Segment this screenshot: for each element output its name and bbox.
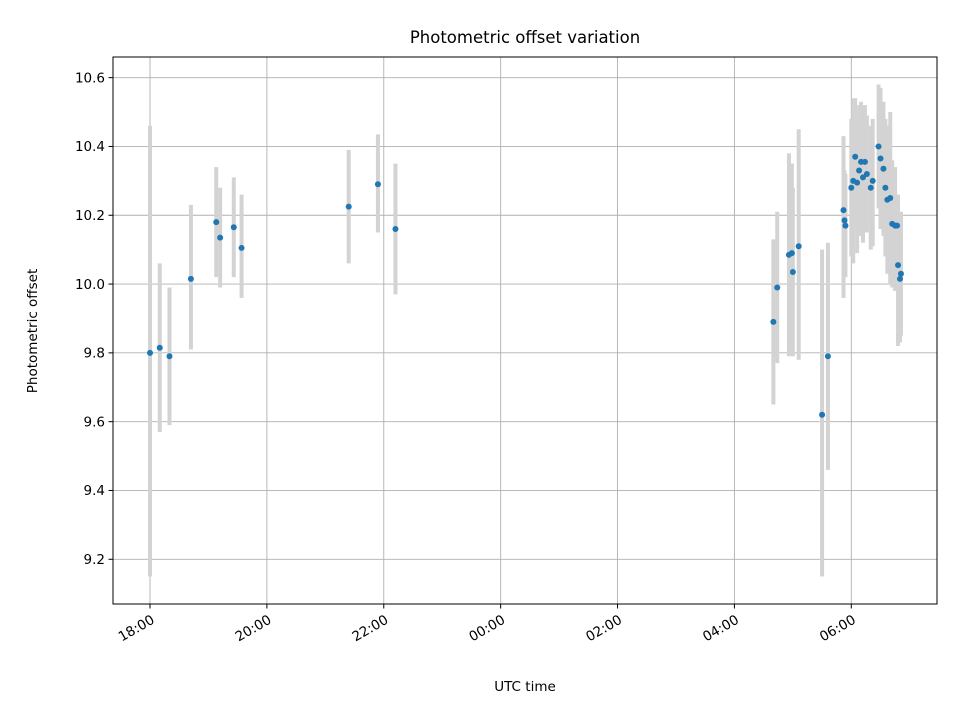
- data-point: [877, 155, 884, 162]
- data-point: [841, 217, 848, 224]
- data-point: [852, 153, 859, 160]
- data-point: [788, 250, 795, 257]
- data-point: [392, 226, 399, 233]
- data-point: [238, 244, 245, 251]
- data-point: [875, 143, 882, 150]
- data-point: [882, 184, 889, 191]
- y-tick-label: 10.4: [75, 139, 105, 155]
- data-point: [166, 353, 173, 360]
- data-point: [819, 411, 826, 418]
- y-tick-label: 10.0: [75, 277, 105, 293]
- data-markers: [147, 143, 904, 418]
- data-point: [774, 284, 781, 291]
- data-point: [896, 275, 903, 282]
- data-point: [824, 353, 831, 360]
- data-point: [861, 158, 868, 165]
- y-tick-label: 9.4: [84, 483, 105, 499]
- y-tick-label: 10.2: [75, 208, 105, 224]
- data-point: [897, 270, 904, 277]
- data-point: [147, 349, 154, 356]
- plot-frame: [112, 56, 938, 605]
- data-point: [840, 207, 847, 214]
- data-point: [859, 174, 866, 181]
- data-point: [770, 318, 777, 325]
- y-tick-label: 9.6: [84, 414, 105, 430]
- data-point: [187, 275, 194, 282]
- data-point: [795, 243, 802, 250]
- data-point: [895, 262, 902, 269]
- data-point: [213, 219, 220, 226]
- data-point: [880, 165, 887, 172]
- y-tick-label: 10.6: [75, 70, 105, 86]
- chart-title: Photometric offset variation: [410, 28, 640, 47]
- data-point: [867, 184, 874, 191]
- data-point: [856, 167, 863, 174]
- data-point: [789, 269, 796, 276]
- y-tick-label: 9.8: [84, 346, 105, 362]
- data-point: [230, 224, 237, 231]
- data-point: [887, 195, 894, 202]
- x-axis-label: UTC time: [494, 679, 556, 695]
- data-point: [374, 181, 381, 188]
- data-point: [156, 344, 163, 351]
- data-point: [863, 170, 870, 177]
- data-point: [217, 234, 224, 241]
- data-point: [842, 222, 849, 229]
- data-point: [848, 184, 855, 191]
- data-point: [894, 222, 901, 229]
- y-tick-label: 9.2: [84, 552, 105, 568]
- data-point: [345, 203, 352, 210]
- y-axis-label: Photometric offset: [25, 269, 41, 393]
- data-point: [869, 177, 876, 184]
- data-point: [854, 179, 861, 186]
